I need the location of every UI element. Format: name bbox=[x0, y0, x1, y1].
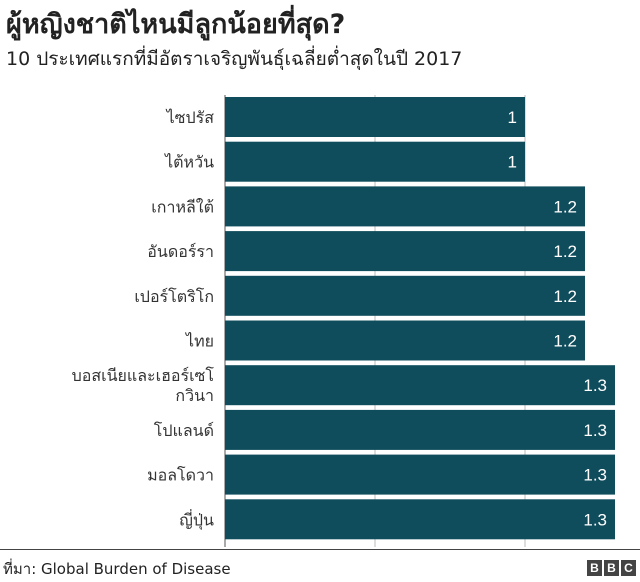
category-label: อันดอร์รา bbox=[147, 242, 214, 261]
category-label: บอสเนียและเฮอร์เซโ bbox=[72, 366, 215, 385]
bar bbox=[225, 231, 585, 272]
chart-title: ผู้หญิงชาติไหนมีลูกน้อยที่สุด? bbox=[6, 9, 346, 40]
bar-chart: 1 ไซปรัส 1 ไต้หวัน 1.2 เกาหลีใต้ 1.2 อันดอร์รา 1… bbox=[72, 95, 615, 547]
value-label: 1.3 bbox=[583, 510, 607, 529]
category-label: กวินา bbox=[175, 386, 214, 405]
value-label: 1.3 bbox=[583, 376, 607, 395]
category-label: ไซปรัส bbox=[165, 108, 215, 127]
value-label: 1.2 bbox=[553, 242, 577, 261]
bar bbox=[225, 365, 615, 406]
bar bbox=[225, 454, 615, 495]
value-label: 1.3 bbox=[583, 466, 607, 485]
category-label: เปอร์โตริโก bbox=[134, 287, 214, 306]
category-label: มอลโดวา bbox=[147, 466, 214, 485]
bar bbox=[225, 320, 585, 361]
value-label: 1 bbox=[508, 108, 517, 127]
category-label: เกาหลีใต้ bbox=[151, 197, 214, 216]
value-label: 1.3 bbox=[583, 421, 607, 440]
bar bbox=[225, 97, 525, 137]
value-label: 1 bbox=[508, 153, 517, 172]
bar bbox=[225, 409, 615, 450]
source-note: ที่มา: Global Burden of Disease bbox=[3, 560, 231, 578]
category-label: ไทย bbox=[184, 332, 214, 351]
bar bbox=[225, 186, 585, 227]
bbc-logo-b2: B bbox=[604, 560, 619, 576]
bar bbox=[225, 141, 525, 182]
bbc-logo: B B C bbox=[587, 560, 636, 576]
bbc-logo-b1: B bbox=[587, 560, 602, 576]
bbc-logo-c: C bbox=[621, 560, 636, 576]
category-label: ญี่ปุ่น bbox=[179, 508, 214, 530]
value-label: 1.2 bbox=[553, 287, 577, 306]
chart-subtitle: 10 ประเทศแรกที่มีอัตราเจริญพันธุ์เฉลี่ยต… bbox=[6, 48, 463, 70]
category-label: ไต้หวัน bbox=[163, 153, 214, 172]
footer-divider bbox=[0, 549, 640, 550]
value-label: 1.2 bbox=[553, 332, 577, 351]
bar bbox=[225, 275, 585, 316]
value-label: 1.2 bbox=[553, 197, 577, 216]
bar bbox=[225, 499, 615, 540]
category-label: โปแลนด์ bbox=[154, 421, 214, 440]
